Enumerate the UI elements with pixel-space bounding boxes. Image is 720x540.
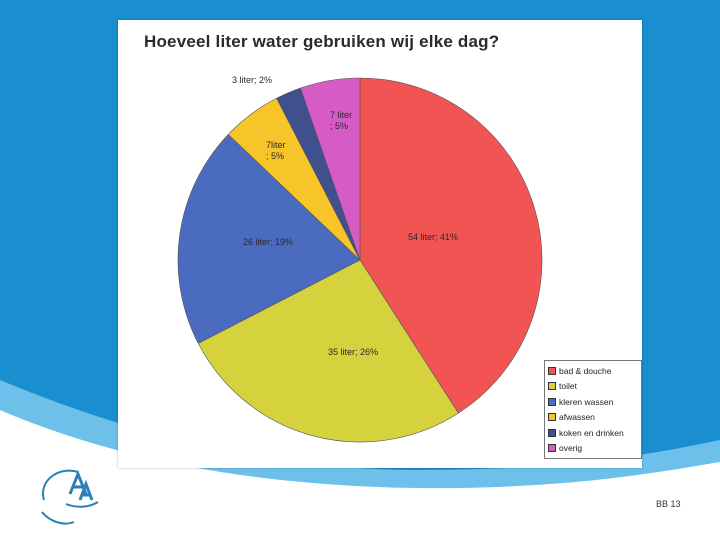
- legend-label: afwassen: [559, 412, 595, 423]
- slice-label: 26 liter; 19%: [243, 237, 293, 247]
- pie-slice-overig: [300, 77, 361, 261]
- legend-swatch: [548, 428, 556, 437]
- legend-swatch: [548, 413, 556, 422]
- pie-chart: 54 liter; 41% 35 liter; 26% 26 liter; 19% 7…: [177, 75, 543, 443]
- slice-label: 3 liter; 2%: [232, 75, 272, 85]
- chart-title: Hoeveel liter water gebruiken wij elke d…: [144, 32, 500, 51]
- legend-label: overig: [559, 443, 583, 454]
- legend-item: toilet: [548, 379, 638, 395]
- legend-item: bad & douche: [548, 363, 638, 379]
- pie-slice-kleren-wassen: [177, 133, 361, 344]
- slice-label: 7liter; 5%: [266, 140, 286, 161]
- chart-legend: bad & douche toilet kleren wassen afwassen k…: [544, 360, 642, 459]
- pie-slice-bad-douche: [359, 77, 543, 414]
- slice-label: 7 liter; 5%: [330, 110, 352, 131]
- legend-label: toilet: [559, 381, 577, 392]
- pie-slice-toilet: [197, 259, 459, 443]
- page-number: BB 13: [656, 499, 681, 509]
- legend-item: koken en drinken: [548, 425, 638, 441]
- legend-label: kleren wassen: [559, 396, 614, 407]
- legend-swatch: [548, 444, 556, 453]
- chart-panel: Hoeveel liter water gebruiken wij elke d…: [118, 20, 642, 468]
- legend-swatch: [548, 382, 556, 391]
- legend-item: overig: [548, 441, 638, 457]
- legend-label: koken en drinken: [559, 427, 624, 438]
- aqua-for-all-logo: [41, 469, 99, 525]
- slice-label: 35 liter; 26%: [328, 347, 378, 357]
- legend-label: bad & douche: [559, 365, 612, 376]
- legend-item: kleren wassen: [548, 394, 638, 410]
- legend-item: afwassen: [548, 410, 638, 426]
- legend-swatch: [548, 366, 556, 375]
- legend-swatch: [548, 397, 556, 406]
- slice-label: 54 liter; 41%: [408, 232, 458, 242]
